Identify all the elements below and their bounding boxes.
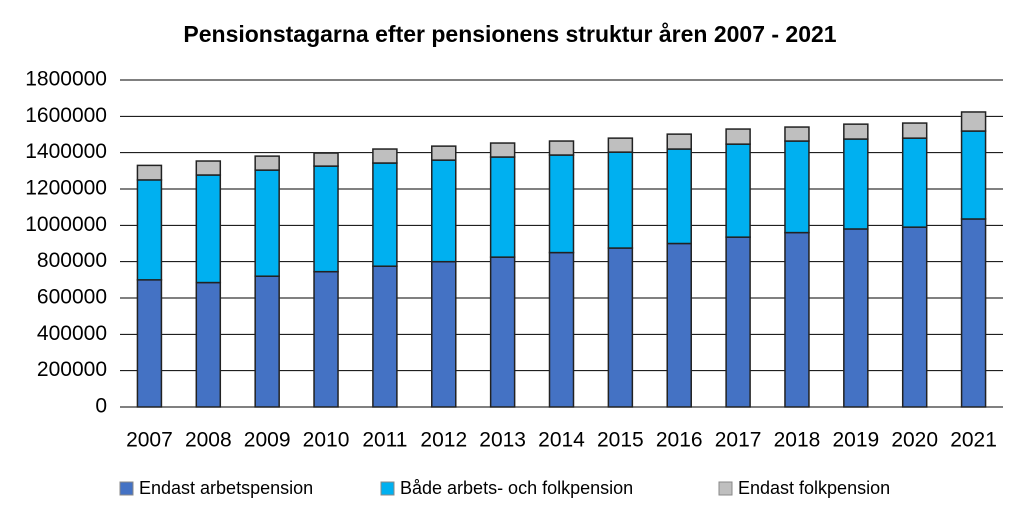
x-tick-label: 2018: [774, 429, 821, 452]
bar-segment: [254, 155, 280, 171]
bar-segment: [548, 154, 575, 254]
bar-segment: [136, 164, 163, 181]
y-tick-label: 0: [95, 395, 107, 418]
bar-segment: [843, 123, 869, 140]
bar-segment: [136, 279, 163, 408]
x-tick-label: 2007: [126, 429, 173, 452]
y-tick-label: 1200000: [25, 177, 107, 200]
bar-segment: [784, 126, 810, 142]
bar-segment: [725, 236, 751, 408]
bar-segment: [195, 160, 222, 176]
bar-segment: [960, 130, 987, 220]
bar-segment: [901, 137, 928, 228]
x-tick-label: 2011: [362, 429, 407, 452]
legend-label: Endast folkpension: [738, 478, 890, 498]
bar-segment: [666, 133, 692, 150]
x-tick-label: 2009: [244, 429, 291, 452]
bar-segment: [960, 218, 987, 408]
x-tick-label: 2017: [715, 429, 762, 452]
legend-swatch: [119, 481, 134, 496]
legend-label: Endast arbetspension: [139, 478, 313, 498]
x-tick-label: 2020: [891, 429, 938, 452]
bar-segment: [548, 251, 575, 408]
y-tick-label: 400000: [37, 322, 107, 345]
y-tick-label: 1000000: [25, 213, 107, 236]
legend-label: Både arbets- och folkpension: [400, 478, 633, 498]
chart-title: Pensionstagarna efter pensionens struktu…: [183, 21, 836, 47]
bar-segment: [489, 142, 516, 158]
bar-segment: [901, 122, 928, 139]
bar-segment: [372, 162, 398, 267]
x-tick-label: 2014: [538, 429, 585, 452]
bar-segment: [195, 174, 222, 284]
y-tick-label: 800000: [37, 249, 107, 272]
x-tick-label: 2010: [303, 429, 350, 452]
legend-swatch: [718, 481, 733, 496]
bar-segment: [195, 281, 222, 408]
bar-segment: [666, 242, 692, 408]
bar-segment: [254, 275, 280, 408]
bar-segment: [313, 152, 339, 167]
y-tick-label: 600000: [37, 286, 107, 309]
bar-segment: [254, 169, 280, 277]
bar-segment: [607, 247, 634, 408]
x-tick-label: 2021: [950, 429, 997, 452]
bar-segment: [372, 148, 398, 164]
y-tick-label: 200000: [37, 358, 107, 381]
bar-segment: [725, 143, 751, 238]
bar-segment: [431, 159, 457, 263]
y-tick-label: 1800000: [25, 68, 107, 91]
bar-segment: [548, 140, 575, 156]
bar-segment: [901, 226, 928, 408]
bar-segment: [666, 148, 692, 245]
y-tick-label: 1600000: [25, 104, 107, 127]
y-tick-label: 1400000: [25, 140, 107, 163]
bar-segment: [372, 265, 398, 408]
bar-segment: [431, 145, 457, 161]
bar-segment: [960, 111, 987, 132]
bar-segment: [843, 138, 869, 230]
bar-segment: [607, 137, 634, 153]
bar-segment: [843, 228, 869, 408]
x-tick-label: 2012: [420, 429, 467, 452]
bar-segment: [607, 151, 634, 249]
bar-segment: [313, 270, 339, 408]
legend-swatch: [380, 481, 395, 496]
bar-segment: [489, 256, 516, 408]
bar-segment: [136, 179, 163, 281]
bar-segment: [725, 128, 751, 145]
x-tick-label: 2016: [656, 429, 703, 452]
x-tick-label: 2015: [597, 429, 644, 452]
bar-segment: [784, 140, 810, 234]
x-tick-label: 2019: [832, 429, 879, 452]
bar-segment: [313, 165, 339, 273]
bar-segment: [489, 156, 516, 258]
bar-segment: [784, 231, 810, 408]
x-tick-label: 2013: [479, 429, 526, 452]
x-tick-label: 2008: [185, 429, 232, 452]
bar-segment: [431, 260, 457, 408]
